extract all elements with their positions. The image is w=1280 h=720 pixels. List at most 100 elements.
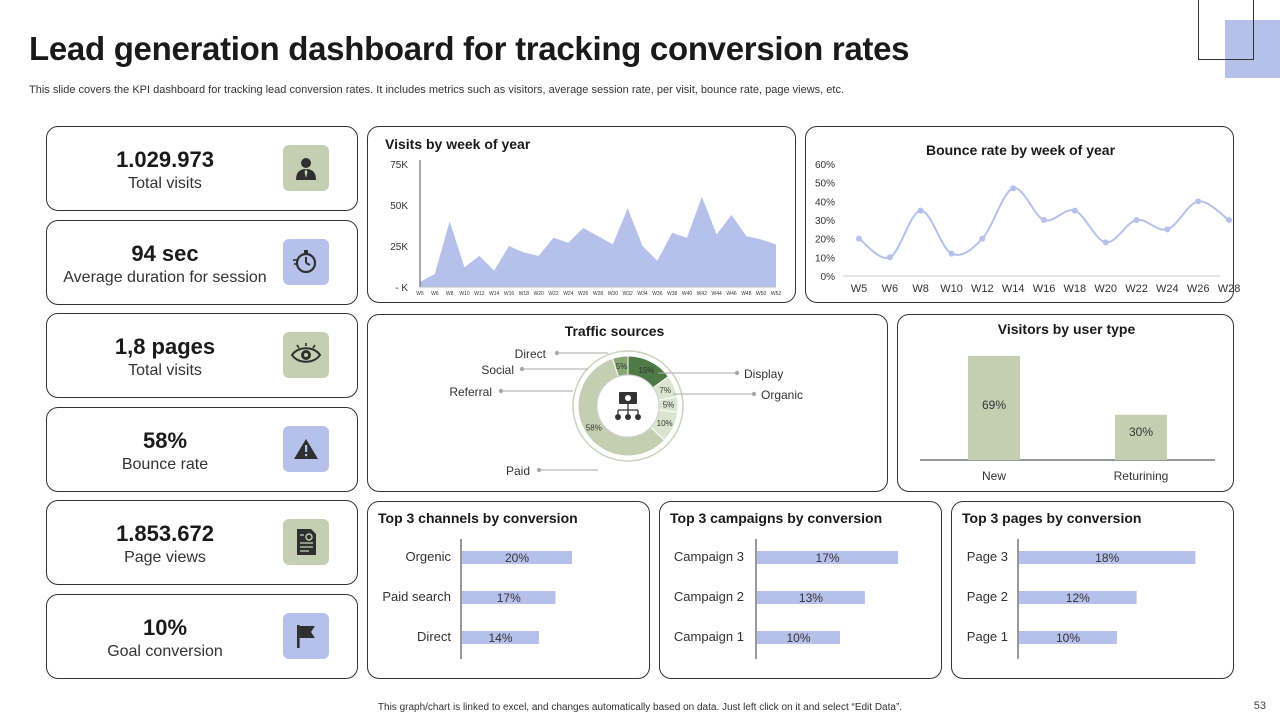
kpi-card-pages: 1,8 pages Total visits xyxy=(46,313,358,398)
bounce-chart-panel: Bounce rate by week of year 60% 50% 40% 30%… xyxy=(805,126,1240,303)
warning-icon xyxy=(283,426,329,472)
bar-value-label: 30% xyxy=(1129,425,1153,439)
network-icon-node xyxy=(635,414,641,420)
page-title: Lead generation dashboard for tracking c… xyxy=(29,30,910,67)
x-tick-label: W48 xyxy=(741,291,752,297)
channels-bar-chart: 20% Orgenic 17% Paid search 14% Direct xyxy=(382,539,572,659)
bar-page-1 xyxy=(1019,631,1117,644)
user-icon xyxy=(283,145,329,191)
bar-campaign-1 xyxy=(757,631,840,644)
y-tick-label: - K xyxy=(395,283,408,294)
x-tick-label: W16 xyxy=(504,291,515,297)
category-label: Paid search xyxy=(382,589,451,604)
x-tick-label: W32 xyxy=(623,291,634,297)
legend-label-direct: Direct xyxy=(515,347,547,361)
pages-chart-panel: Top 3 pages by conversion 18% Page 3 12% Pa… xyxy=(951,501,1234,679)
stopwatch-icon xyxy=(283,239,329,285)
x-tick-label: W6 xyxy=(431,291,439,297)
x-tick-label: W36 xyxy=(652,291,663,297)
bar-returining xyxy=(1115,414,1167,460)
leader-dot xyxy=(536,467,542,473)
eye-icon xyxy=(283,332,329,378)
kpi-value: 58% xyxy=(142,428,188,453)
donut-slice-label: 7% xyxy=(659,386,671,395)
corner-decoration-fill xyxy=(1225,20,1280,78)
bar-page-3 xyxy=(1019,551,1196,564)
category-label: Page 2 xyxy=(967,589,1008,604)
network-icon-lines xyxy=(617,404,639,414)
visits-chart-panel: Visits by week of year 75K 50K 25K - K W5 W6 W… xyxy=(367,126,796,303)
kpi-card-total-visits: 1.029.973 Total visits xyxy=(46,126,358,211)
x-tick-label: W18 xyxy=(1064,283,1087,295)
kpi-label: Bounce rate xyxy=(121,456,209,473)
category-label: New xyxy=(982,469,1006,483)
y-tick-label: 40% xyxy=(815,197,835,208)
y-tick-label: 50K xyxy=(390,201,408,212)
bar-value-label: 10% xyxy=(1056,631,1080,645)
kpi-value: 1,8 pages xyxy=(114,334,216,359)
bar-value-label: 17% xyxy=(816,551,840,565)
bounce-point xyxy=(1226,217,1232,223)
bar-campaign-3 xyxy=(757,551,899,564)
y-tick-label: 10% xyxy=(815,253,835,264)
bounce-point xyxy=(1071,207,1078,214)
category-label: Direct xyxy=(417,629,451,644)
donut-slice-label: 5% xyxy=(663,401,675,410)
y-tick-label: 75K xyxy=(390,160,408,171)
bounce-point xyxy=(1195,198,1202,205)
donut-slice-label: 58% xyxy=(586,424,602,433)
x-tick-label: W26 xyxy=(1187,283,1210,295)
x-tick-label: W50 xyxy=(756,291,767,297)
x-tick-label: W22 xyxy=(1125,283,1148,295)
bounce-point xyxy=(886,254,893,261)
donut-slice-label: 10% xyxy=(657,419,673,428)
x-tick-label: W28 xyxy=(1218,283,1241,295)
x-tick-label: W10 xyxy=(940,283,963,295)
x-tick-label: W5 xyxy=(416,291,424,297)
donut-slice-label: 15% xyxy=(638,366,654,375)
kpi-value: 10% xyxy=(142,615,188,640)
category-label: Campaign 3 xyxy=(674,549,744,564)
x-tick-label: W30 xyxy=(608,291,619,297)
x-tick-label: W44 xyxy=(712,291,723,297)
bar-value-label: 14% xyxy=(488,631,512,645)
y-tick-label: 0% xyxy=(821,272,836,283)
user-type-chart-panel: Visitors by user type 69% New 30% Returinin… xyxy=(897,314,1234,492)
leader-dot xyxy=(554,350,560,356)
x-tick-label: W52 xyxy=(771,291,782,297)
x-tick-label: W8 xyxy=(912,283,929,295)
legend-label-social: Social xyxy=(481,363,514,377)
kpi-label: Total visits xyxy=(128,175,202,192)
kpi-label: Goal conversion xyxy=(107,643,223,660)
corner-decoration-outline xyxy=(1198,0,1254,60)
legend-label-referral: Referral xyxy=(449,385,492,399)
bar-value-label: 17% xyxy=(497,591,521,605)
x-tick-label: W46 xyxy=(726,291,737,297)
bar-direct xyxy=(462,631,539,644)
x-tick-label: W10 xyxy=(459,291,470,297)
legend-label-display: Display xyxy=(744,367,783,381)
bounce-line xyxy=(858,187,1230,259)
x-tick-label: W42 xyxy=(697,291,708,297)
bar-paid-search xyxy=(462,591,556,604)
x-tick-label: W12 xyxy=(971,283,994,295)
leader-dot xyxy=(751,391,757,397)
x-tick-label: W14 xyxy=(489,291,500,297)
bounce-point xyxy=(1164,226,1171,233)
bounce-point xyxy=(1041,217,1047,223)
bounce-point xyxy=(917,207,924,214)
x-tick-label: W28 xyxy=(593,291,604,297)
user-type-chart-title: Visitors by user type xyxy=(997,321,1136,337)
x-tick-label: W22 xyxy=(548,291,559,297)
x-tick-label: W20 xyxy=(534,291,545,297)
bar-page-2 xyxy=(1019,591,1137,604)
category-label: Returining xyxy=(1114,469,1169,483)
x-tick-label: W18 xyxy=(519,291,530,297)
kpi-card-session-duration: 94 sec Average duration for session xyxy=(46,220,358,305)
category-label: Campaign 2 xyxy=(674,589,744,604)
campaigns-bar-chart: 17% Campaign 3 13% Campaign 2 10% Campaign 1 xyxy=(674,539,899,659)
category-label: Orgenic xyxy=(405,549,451,564)
channels-chart-panel: Top 3 channels by conversion 20% Orgenic 1… xyxy=(367,501,650,679)
document-icon xyxy=(283,519,329,565)
